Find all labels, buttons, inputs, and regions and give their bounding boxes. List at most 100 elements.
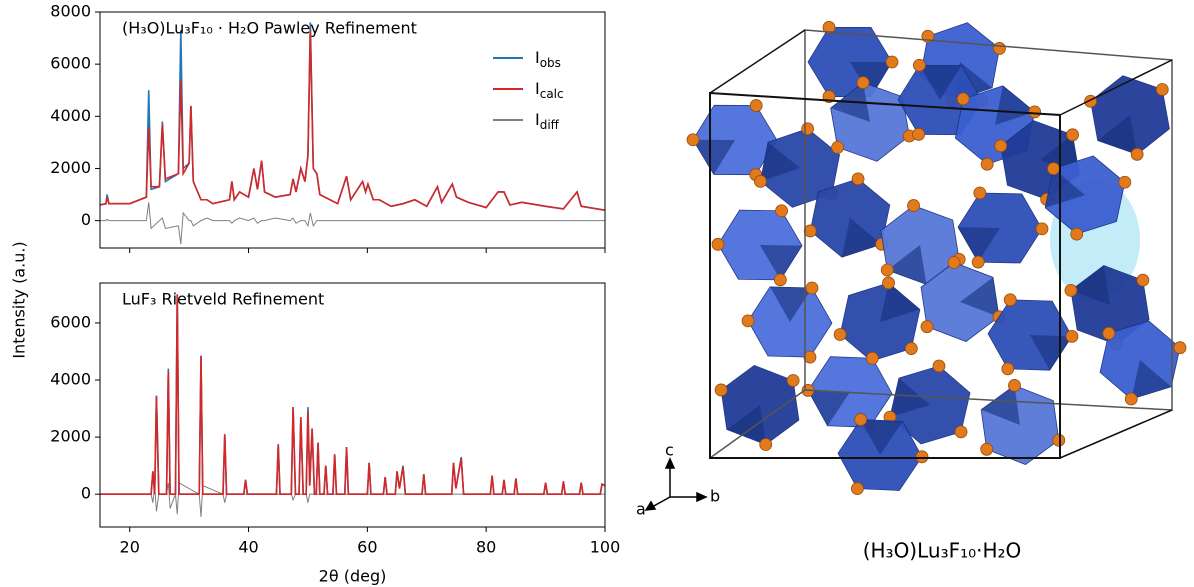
fluorine-atom xyxy=(973,186,987,200)
fluorine-atom xyxy=(912,127,925,141)
fluorine-atom xyxy=(711,237,725,251)
fluorine-atom xyxy=(1047,162,1060,176)
fluorine-atom xyxy=(993,42,1006,55)
y-tick-label: 4000 xyxy=(50,370,91,389)
fluorine-atom xyxy=(885,55,899,69)
polyhedron-face xyxy=(693,139,735,175)
x-tick-label: 40 xyxy=(238,538,258,557)
arrowhead xyxy=(664,457,676,469)
y-tick-label: 8000 xyxy=(50,2,91,21)
fluorine-atom xyxy=(1066,128,1079,142)
polyhedron-face xyxy=(1030,335,1072,371)
fluorine-atom xyxy=(805,281,819,295)
x-tick-label: 60 xyxy=(357,538,377,557)
y-tick-label: 6000 xyxy=(50,312,91,331)
polyhedron-face xyxy=(1131,360,1172,400)
fluorine-atom xyxy=(932,359,946,373)
fluorine-atom xyxy=(851,172,865,186)
polyhedron-face xyxy=(889,378,930,418)
fluorine-atom xyxy=(1124,392,1138,406)
fluorine-atom xyxy=(880,263,894,277)
polyhedron-face xyxy=(887,245,927,285)
polyhedron-face xyxy=(760,245,802,280)
arrowhead xyxy=(696,491,708,503)
y-tick-label: 2000 xyxy=(50,158,91,177)
x-tick-label: 20 xyxy=(120,538,140,557)
fluorine-atom xyxy=(994,139,1008,153)
fluorine-atom xyxy=(1118,175,1132,189)
fluorine-atom xyxy=(803,224,817,238)
polyhedron-face xyxy=(1045,168,1085,208)
series-line xyxy=(100,22,605,211)
fluorine-atom xyxy=(1064,283,1078,297)
fluorine-atom xyxy=(1001,362,1015,376)
y-tick-label: 6000 xyxy=(50,54,91,73)
unit-cell xyxy=(709,29,1173,459)
fluorine-atom xyxy=(1028,105,1042,119)
fluorine-atom xyxy=(1003,293,1017,307)
fluorine-atom xyxy=(803,350,817,364)
series-line xyxy=(100,202,605,245)
fluorine-atom xyxy=(907,199,920,212)
fluorine-atom xyxy=(904,342,918,355)
fluorine-atom xyxy=(980,157,994,171)
fluorine-atom xyxy=(822,21,836,34)
cell-edge xyxy=(709,29,806,94)
fluorine-atom xyxy=(1065,329,1079,343)
polyhedron-face xyxy=(981,385,1020,425)
fluorine-atom xyxy=(775,204,789,218)
cell-edge xyxy=(709,389,806,459)
fluorine-atom xyxy=(1035,222,1049,236)
polyhedron-face xyxy=(1097,115,1138,155)
fluorine-atom xyxy=(1136,273,1150,287)
series-line xyxy=(100,294,605,495)
fluorine-atom xyxy=(956,92,970,106)
polyhedron-face xyxy=(995,85,1035,125)
fluorine-atom xyxy=(801,122,815,136)
fluorine-atom xyxy=(686,133,700,147)
fluorine-atom xyxy=(1155,83,1169,96)
polyhedron-face xyxy=(760,142,800,182)
cell-edge xyxy=(1059,59,1173,116)
series-line xyxy=(100,30,605,211)
fluorine-atom xyxy=(913,58,926,72)
fluorine-atom xyxy=(980,442,994,456)
polyhedron-face xyxy=(1070,265,1110,305)
fluorine-atom xyxy=(831,140,844,154)
polyhedron-face xyxy=(919,65,962,100)
fluorine-atom xyxy=(947,256,961,269)
x-tick-label: 100 xyxy=(590,538,621,557)
polyhedron-face xyxy=(841,218,882,258)
x-tick-label: 80 xyxy=(476,538,496,557)
polyhedron-face xyxy=(880,282,920,322)
polyhedra xyxy=(686,21,1187,496)
polyhedron-face xyxy=(770,286,813,322)
fluorine-atom xyxy=(1052,433,1066,447)
fluorine-atom xyxy=(773,273,787,287)
fluorine-atom xyxy=(920,320,934,334)
crystal-structure: a b c (H₃O)Lu₃F₁₀·H₂O xyxy=(636,21,1187,563)
plot-frame xyxy=(99,11,606,249)
axis-label: a xyxy=(636,500,646,519)
cell-edge xyxy=(1059,409,1173,459)
fluorine-atom xyxy=(915,450,929,464)
fluorine-atom xyxy=(971,255,985,269)
polyhedron-face xyxy=(808,390,850,426)
x-axis-label: 2θ (deg) xyxy=(319,567,387,586)
y-tick-label: 2000 xyxy=(50,427,91,446)
fluorine-atom xyxy=(833,328,847,341)
polyhedron-face xyxy=(860,419,903,455)
y-tick-label: 0 xyxy=(81,484,91,503)
fluorine-atom xyxy=(786,374,800,387)
a-arrow xyxy=(651,496,671,508)
fluorine-atom xyxy=(1130,147,1144,161)
fluorine-atom xyxy=(741,314,755,328)
plot-frame xyxy=(99,282,606,528)
y-axis-label: Intensity (a.u.) xyxy=(10,241,29,358)
cell-front xyxy=(709,91,1061,459)
fluorine-atom xyxy=(954,425,968,439)
chart-title: LuF₃ Rietveld Refinement xyxy=(122,290,324,309)
fluorine-atom xyxy=(854,413,868,426)
fluorine-atom xyxy=(866,351,879,365)
